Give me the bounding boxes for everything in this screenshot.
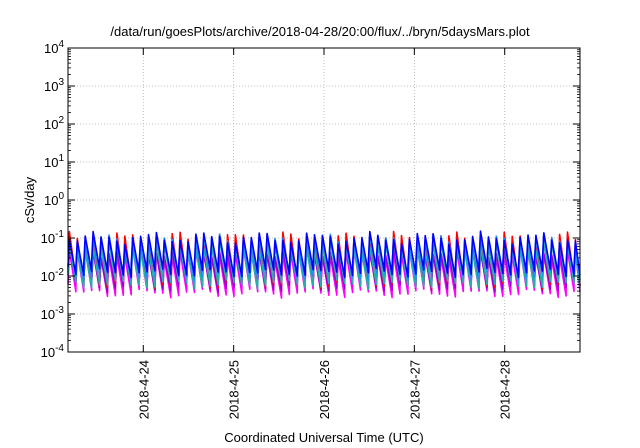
y-tick-label: 10-4 — [41, 343, 65, 360]
series-line — [67, 230, 581, 279]
x-tick-label: 2018-4-26 — [317, 360, 332, 419]
chart-title: /data/run/goesPlots/archive/2018-04-28/2… — [110, 24, 530, 39]
x-axis-label: Coordinated Universal Time (UTC) — [224, 430, 423, 445]
x-tick-label: 2018-4-25 — [227, 360, 242, 419]
y-tick-label: 10-3 — [41, 305, 65, 322]
y-axis-label: cSv/day — [22, 176, 37, 223]
y-tick-label: 10-2 — [41, 267, 65, 284]
y-tick-label: 103 — [44, 77, 64, 94]
series-layer — [67, 230, 581, 299]
y-tick-label: 10-1 — [41, 229, 65, 246]
y-tick-label: 100 — [44, 191, 64, 208]
y-tick-label: 102 — [44, 115, 64, 132]
x-axis: 2018-4-24 2018-4-25 2018-4-26 2018-4-27 2018… — [136, 48, 513, 419]
x-tick-label: 2018-4-28 — [498, 360, 513, 419]
y-tick-label: 101 — [44, 153, 64, 170]
x-tick-label: 2018-4-27 — [407, 360, 422, 419]
y-tick-label: 104 — [44, 39, 64, 56]
x-tick-label: 2018-4-24 — [136, 360, 151, 419]
